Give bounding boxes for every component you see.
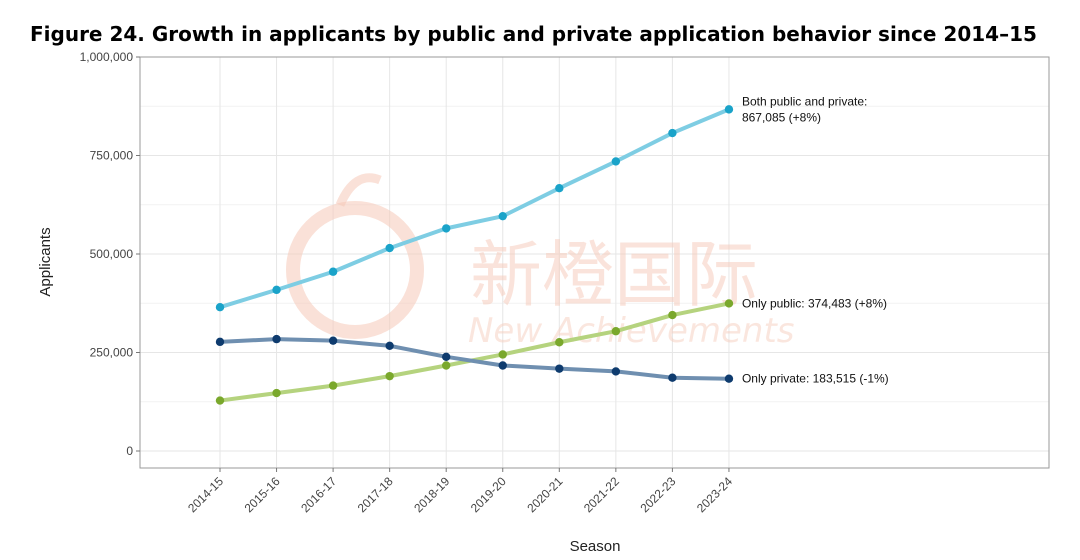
data-point-private bbox=[555, 364, 564, 373]
x-tick-label: 2015-16 bbox=[242, 474, 283, 515]
data-point-public bbox=[215, 396, 225, 405]
data-point-both bbox=[328, 267, 338, 276]
data-point-both bbox=[611, 157, 621, 166]
annotation-both: 867,085 (+8%) bbox=[742, 110, 821, 124]
watermark-logo-icon bbox=[286, 201, 424, 339]
data-point-both bbox=[498, 211, 507, 221]
data-point-private bbox=[215, 337, 225, 347]
x-tick-label: 2016-17 bbox=[298, 474, 339, 515]
data-point-public bbox=[385, 371, 394, 381]
x-tick-label: 2019-20 bbox=[468, 474, 509, 515]
x-tick-label: 2021-22 bbox=[581, 474, 622, 515]
plot-frame bbox=[139, 56, 1050, 469]
watermark-cn: 新橙国际 bbox=[470, 233, 758, 317]
x-tick-label: 2017-18 bbox=[355, 474, 396, 515]
data-point-public bbox=[611, 327, 621, 336]
series-both bbox=[215, 105, 734, 312]
y-tick-label: 500,000 bbox=[90, 247, 134, 261]
x-tick-label: 2023-24 bbox=[694, 474, 735, 515]
data-point-private bbox=[272, 334, 281, 344]
annotation-private: Only private: 183,515 (-1%) bbox=[742, 372, 889, 386]
series-line-both bbox=[218, 107, 731, 310]
data-point-both bbox=[724, 105, 734, 114]
annotation-both: Both public and private: bbox=[742, 94, 867, 108]
annotations: Both public and private: 867,085 (+8%) Onl… bbox=[742, 94, 889, 385]
y-tick-label: 250,000 bbox=[90, 346, 134, 360]
data-point-private bbox=[385, 341, 394, 351]
series bbox=[215, 105, 734, 405]
data-point-private bbox=[668, 373, 677, 382]
watermark-en: New Achievements bbox=[468, 311, 795, 351]
data-point-public bbox=[724, 299, 734, 308]
x-tick-label: 2020-21 bbox=[524, 474, 565, 515]
data-point-private bbox=[442, 352, 451, 362]
data-point-both bbox=[272, 285, 281, 295]
series-private bbox=[215, 334, 734, 383]
y-tick-label: 0 bbox=[126, 444, 133, 458]
data-point-public bbox=[498, 350, 507, 359]
data-point-both bbox=[442, 224, 451, 233]
x-axis-title: Season bbox=[570, 538, 621, 555]
y-tick-label: 750,000 bbox=[90, 149, 134, 163]
y-axis-title: Applicants bbox=[37, 227, 54, 296]
figure-title: Figure 24. Growth in applicants by publi… bbox=[30, 22, 1037, 46]
data-point-both bbox=[215, 302, 225, 312]
data-point-both bbox=[668, 128, 677, 138]
watermark-leaf-icon bbox=[335, 173, 382, 207]
data-point-private bbox=[328, 336, 338, 345]
data-point-public bbox=[328, 381, 338, 390]
data-point-private bbox=[724, 374, 734, 383]
data-point-public bbox=[442, 361, 451, 370]
series-line-private bbox=[218, 337, 731, 381]
data-point-private bbox=[498, 361, 507, 370]
x-tick-label: 2022-23 bbox=[637, 474, 678, 515]
x-tick-label: 2014-15 bbox=[185, 474, 226, 515]
x-tick-label: 2018-19 bbox=[411, 474, 452, 515]
data-point-public bbox=[668, 310, 677, 320]
data-point-public bbox=[272, 388, 281, 398]
data-point-public bbox=[555, 338, 564, 347]
data-point-both bbox=[555, 184, 564, 193]
annotation-public: Only public: 374,483 (+8%) bbox=[742, 296, 887, 310]
data-point-private bbox=[611, 367, 621, 376]
y-tick-label: 1,000,000 bbox=[80, 50, 134, 64]
data-point-both bbox=[385, 243, 394, 253]
